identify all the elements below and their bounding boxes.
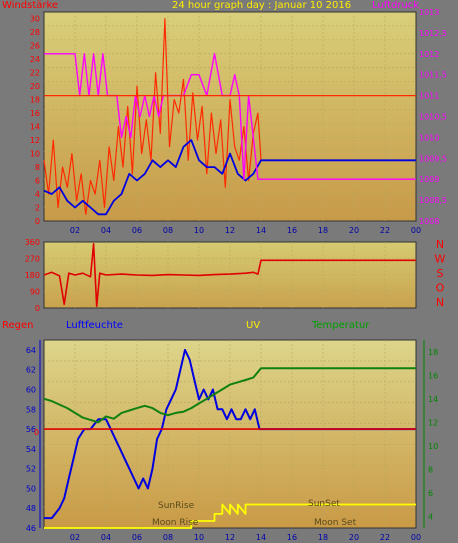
wind-tick-label: 30 [30, 15, 40, 24]
time-tick-label: 08 [163, 533, 173, 542]
compass-label: N [436, 296, 444, 309]
compass-label: S [437, 267, 444, 280]
humidity-tick-label: 56 [26, 425, 36, 434]
humidity-tick-label: 54 [26, 445, 36, 454]
time-tick-label: 22 [380, 226, 390, 235]
temperature-tick-label: 16 [428, 371, 438, 380]
humidity-tick-label: 46 [26, 524, 36, 533]
uv-line [44, 503, 416, 529]
time-tick-label: 12 [225, 226, 235, 235]
sunrise-label: SunRise [158, 501, 195, 511]
humidity-label: Luftfeuchte [66, 320, 123, 331]
time-tick-label: 18 [318, 533, 328, 542]
pressure-tick-label: 1008 [419, 217, 439, 226]
wind-tick-label: 10 [30, 150, 40, 159]
temperature-tick-label: 12 [428, 418, 438, 427]
humidity-tick-label: 62 [26, 366, 36, 375]
direction-tick-label: 90 [30, 288, 40, 297]
pressure-tick-label: 1010,5 [419, 113, 447, 122]
pressure-tick-label: 1013 [419, 8, 439, 17]
time-tick-label: 14 [256, 533, 266, 542]
time-tick-label: 06 [132, 226, 142, 235]
time-tick-label: 16 [287, 533, 297, 542]
wind-tick-label: 6 [35, 177, 40, 186]
temperature-tick-label: 6 [428, 489, 433, 498]
humidity-tick-label: 50 [26, 484, 36, 493]
pressure-tick-label: 1009,5 [419, 154, 447, 163]
wind-tick-label: 4 [35, 190, 40, 199]
time-tick-label: 14 [256, 226, 266, 235]
time-tick-label: 04 [101, 533, 111, 542]
pressure-tick-label: 1010 [419, 133, 439, 142]
wind-direction-line [43, 243, 416, 308]
uv-label: UV [246, 320, 261, 331]
moonrise-label: Moon Rise [152, 518, 199, 528]
wind-gust-line [43, 18, 416, 215]
time-tick-label: 16 [287, 226, 297, 235]
temperature-tick-label: 4 [428, 512, 433, 521]
direction-tick-label: 360 [25, 238, 40, 247]
humidity-tick-label: 60 [26, 385, 36, 394]
page-title: 24 hour graph day : Januar 10 2016 [172, 0, 352, 11]
wind-tick-label: 18 [30, 96, 40, 105]
wind-tick-label: 8 [35, 163, 40, 172]
wind-average-line [43, 139, 416, 216]
pressure-axis-label: Luftdruck [372, 0, 420, 11]
pressure-tick-label: 1012 [419, 50, 439, 59]
wind-tick-label: 28 [30, 28, 40, 37]
direction-tick-label: 0 [35, 304, 40, 313]
pressure-tick-label: 1008,5 [419, 196, 447, 205]
rain-label: Regen [2, 320, 34, 331]
temperature-tick-label: 10 [428, 442, 438, 451]
time-tick-label: 02 [70, 533, 80, 542]
humidity-tick-label: 52 [26, 465, 36, 474]
time-tick-label: 10 [194, 226, 204, 235]
time-tick-label: 18 [318, 226, 328, 235]
time-tick-label: 02 [70, 226, 80, 235]
time-tick-label: 08 [163, 226, 173, 235]
compass-label: N [436, 238, 444, 251]
wind-tick-label: 12 [30, 136, 40, 145]
humidity-tick-label: 58 [26, 405, 36, 414]
temperature-tick-label: 14 [428, 395, 438, 404]
compass-label: O [436, 282, 445, 295]
pressure-tick-label: 1009 [419, 175, 439, 184]
wind-tick-label: 24 [30, 55, 40, 64]
rain-zero-tick: 0 [34, 428, 40, 437]
temperature-tick-label: 18 [428, 348, 438, 357]
time-tick-label: 06 [132, 533, 142, 542]
wind-tick-label: 14 [30, 123, 40, 132]
temperature-label: Temperatur [312, 320, 370, 331]
compass-label: W [435, 253, 446, 266]
time-tick-label: 04 [101, 226, 111, 235]
temperature-tick-label: 8 [428, 465, 433, 474]
moonset-label: Moon Set [314, 518, 357, 528]
humidity-tick-label: 48 [26, 504, 36, 513]
pressure-tick-label: 1011 [419, 92, 439, 101]
time-tick-label: 10 [194, 533, 204, 542]
wind-tick-label: 2 [35, 204, 40, 213]
time-tick-label: 20 [349, 226, 359, 235]
time-tick-label: 22 [380, 533, 390, 542]
temperature-line [43, 367, 416, 424]
humidity-tick-label: 64 [26, 346, 36, 355]
time-tick-label: 00 [411, 226, 421, 235]
wind-axis-label: Windstärke [2, 0, 59, 11]
wind-tick-label: 20 [30, 82, 40, 91]
pressure-tick-label: 1011,5 [419, 71, 447, 80]
wind-tick-label: 16 [30, 109, 40, 118]
sunset-label: SunSet [308, 499, 340, 509]
direction-tick-label: 270 [25, 255, 40, 264]
time-tick-label: 20 [349, 533, 359, 542]
wind-tick-label: 0 [35, 217, 40, 226]
time-tick-label: 12 [225, 533, 235, 542]
wind-tick-label: 26 [30, 42, 40, 51]
time-tick-label: 00 [411, 533, 421, 542]
pressure-tick-label: 1012,5 [419, 29, 447, 38]
direction-tick-label: 180 [25, 271, 40, 280]
wind-tick-label: 22 [30, 69, 40, 78]
